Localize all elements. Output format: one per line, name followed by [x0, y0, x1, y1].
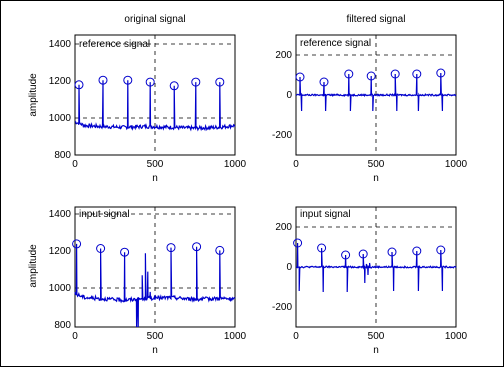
- peak-marker-4: [192, 242, 202, 252]
- peak-marker-5: [191, 77, 201, 87]
- peak-marker-4: [387, 247, 397, 257]
- y-tick-label-neg200: -200: [272, 130, 292, 141]
- y-ticks: 200 0 -200: [272, 222, 292, 313]
- x-tick-label-500: 500: [368, 331, 385, 342]
- y-tick-label-1400: 1400: [49, 209, 72, 220]
- x-tick-label-1000: 1000: [224, 331, 247, 342]
- markers-layer: [293, 238, 446, 260]
- y-ticks: 200 0 -200: [272, 50, 292, 141]
- panel-original-input: input signal 0 500 1000 1400 1200 1000 8…: [28, 206, 247, 356]
- series-layer: [75, 80, 236, 132]
- series-layer: [295, 72, 457, 112]
- y-tick-label-0: 0: [286, 90, 292, 101]
- grid: [75, 35, 235, 155]
- peak-marker-1: [317, 243, 327, 253]
- signal-line: [295, 242, 457, 293]
- x-tick-label-1000: 1000: [224, 159, 247, 170]
- peak-marker-3: [366, 71, 376, 81]
- panel-original-reference: original signal reference signal 0 500 1…: [28, 14, 247, 184]
- y-axis-label: amplitude: [28, 73, 39, 117]
- peak-marker-5: [412, 246, 422, 256]
- signal-line: [75, 80, 236, 132]
- peak-marker-3: [358, 249, 368, 259]
- peak-marker-2: [341, 250, 351, 260]
- x-tick-label-0: 0: [293, 159, 299, 170]
- y-axis-label: amplitude: [28, 244, 39, 288]
- grid: [75, 207, 235, 327]
- x-ticks: 0 500 1000: [293, 331, 467, 342]
- peak-marker-0: [74, 80, 84, 90]
- x-tick-label-500: 500: [147, 159, 164, 170]
- x-axis-label: n: [152, 173, 158, 184]
- annotation-label: input signal: [79, 209, 130, 220]
- y-tick-label-1200: 1200: [49, 246, 72, 257]
- x-tick-label-500: 500: [368, 159, 385, 170]
- peak-marker-6: [215, 77, 225, 87]
- panel-title: original signal: [124, 14, 185, 25]
- x-tick-label-1000: 1000: [445, 331, 468, 342]
- x-axis-label: n: [373, 173, 379, 184]
- peak-marker-2: [344, 69, 354, 79]
- peak-marker-0: [72, 239, 82, 249]
- y-ticks: 1400 1200 1000 800: [49, 209, 72, 331]
- peak-marker-5: [412, 69, 422, 79]
- y-tick-label-800: 800: [54, 150, 71, 161]
- y-ticks: 1400 1200 1000 800: [49, 39, 72, 161]
- peak-marker-1: [98, 75, 108, 85]
- annotation-label: reference signal: [79, 39, 150, 50]
- peak-marker-6: [436, 245, 446, 255]
- markers-layer: [72, 239, 225, 257]
- x-axis-label: n: [152, 345, 158, 356]
- x-ticks: 0 500 1000: [72, 159, 246, 170]
- x-axis-label: n: [373, 345, 379, 356]
- x-tick-label-500: 500: [147, 331, 164, 342]
- series-layer: [295, 242, 457, 293]
- panel-title: filtered signal: [347, 14, 406, 25]
- peak-marker-4: [169, 81, 179, 91]
- peak-marker-6: [436, 68, 446, 78]
- peak-marker-1: [319, 77, 329, 87]
- peak-marker-4: [390, 69, 400, 79]
- x-tick-label-0: 0: [293, 331, 299, 342]
- y-tick-label-1000: 1000: [49, 283, 72, 294]
- y-tick-label-800: 800: [54, 320, 71, 331]
- peak-marker-0: [295, 72, 305, 82]
- peak-marker-1: [96, 244, 106, 253]
- markers-layer: [295, 68, 446, 87]
- y-tick-label-0: 0: [286, 262, 292, 273]
- markers-layer: [74, 75, 225, 91]
- panel-filtered-reference: filtered signal reference signal 0 500 1…: [272, 14, 468, 184]
- x-tick-label-0: 0: [72, 331, 78, 342]
- y-tick-label-200: 200: [275, 50, 292, 61]
- peak-marker-3: [145, 77, 155, 87]
- peak-marker-5: [215, 245, 225, 255]
- peak-marker-2: [120, 247, 130, 257]
- peak-marker-2: [123, 75, 133, 85]
- signal-line: [74, 243, 236, 328]
- x-tick-label-0: 0: [72, 159, 78, 170]
- annotation-label: input signal: [300, 209, 351, 220]
- y-tick-label-1000: 1000: [49, 113, 72, 124]
- x-tick-label-1000: 1000: [445, 159, 468, 170]
- annotation-label: reference signal: [300, 38, 371, 49]
- peak-marker-0: [293, 238, 303, 248]
- x-ticks: 0 500 1000: [72, 331, 246, 342]
- series-layer: [74, 243, 236, 328]
- y-tick-label-1400: 1400: [49, 39, 72, 50]
- y-tick-label-200: 200: [275, 222, 292, 233]
- y-tick-label-neg200: -200: [272, 302, 292, 313]
- signal-line: [295, 72, 457, 112]
- peak-marker-3: [166, 243, 176, 253]
- x-ticks: 0 500 1000: [293, 159, 467, 170]
- y-tick-label-1200: 1200: [49, 76, 72, 87]
- panel-filtered-input: input signal 0 500 1000 200 0 -200 n: [272, 206, 468, 356]
